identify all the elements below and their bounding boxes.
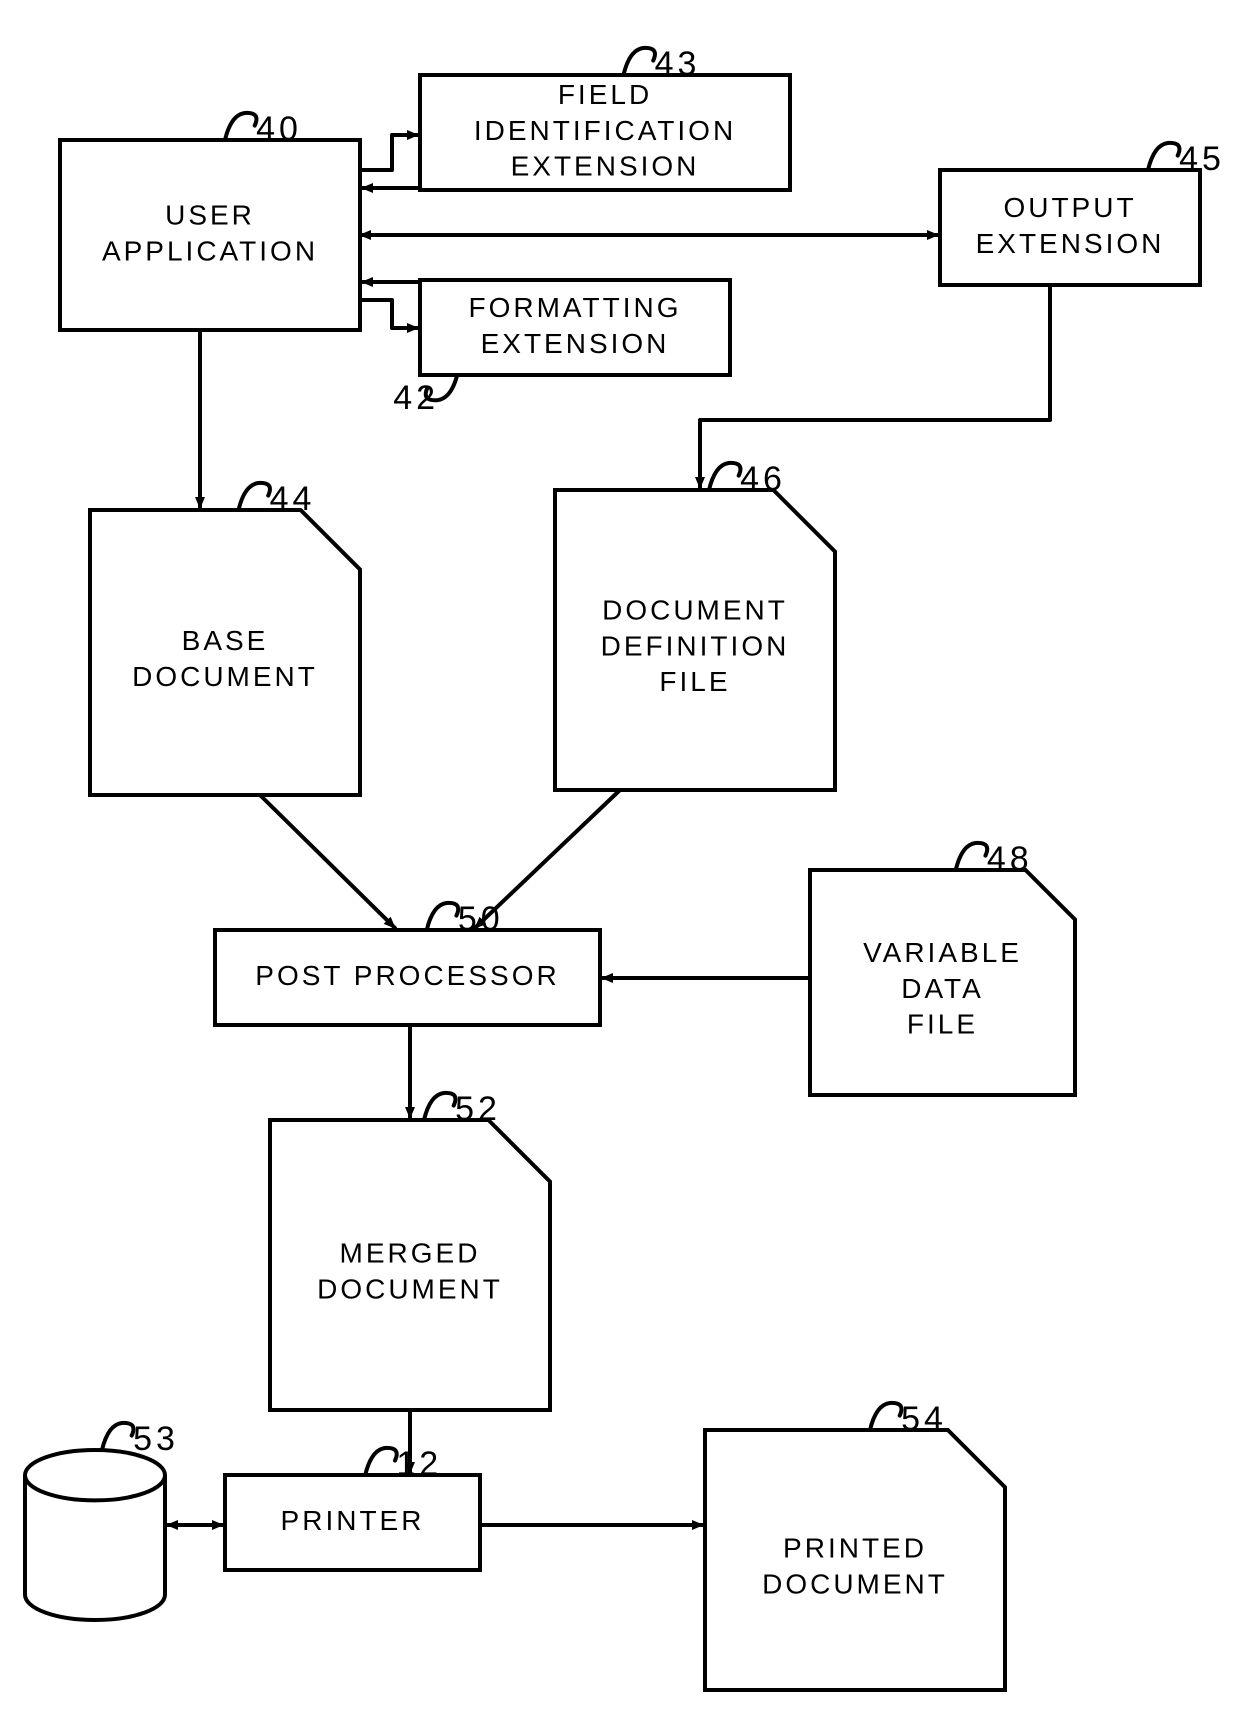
node-label: PRINTER (281, 1505, 425, 1536)
ref-number: 42 (393, 379, 439, 417)
node-label: DOCUMENT (132, 661, 318, 692)
node-label: IDENTIFICATION (474, 115, 736, 146)
node-base_doc: BASE DOCUMENT 44 (90, 480, 360, 795)
node-label: DOCUMENT (602, 595, 788, 626)
edge-ua-fmt-out (360, 300, 418, 328)
ref-hook (870, 1403, 901, 1430)
ref-hook (427, 903, 458, 930)
ref-hook (424, 1093, 455, 1120)
node-label: POST PROCESSOR (255, 960, 559, 991)
node-label: DEFINITION (601, 630, 790, 661)
ref-number: 44 (270, 480, 316, 518)
ref-number: 53 (133, 1420, 179, 1458)
ref-hook (624, 48, 655, 75)
ref-number: 54 (901, 1400, 947, 1438)
node-user_app: USER APPLICATION 40 (60, 110, 360, 330)
node-label: USER (165, 199, 255, 230)
node-label: FILE (907, 1009, 978, 1040)
edge-output-def (700, 285, 1050, 488)
node-field_ext: FIELD IDENTIFICATION EXTENSION 43 (420, 45, 790, 190)
node-label: DATA (901, 973, 984, 1004)
ref-number: 46 (740, 460, 786, 498)
node-format_ext: FORMATTING EXTENSION 42 (393, 280, 730, 417)
ref-number: 48 (987, 840, 1033, 878)
ref-hook (225, 113, 256, 140)
node-merged_doc: MERGED DOCUMENT 52 (270, 1090, 550, 1410)
node-label: PRINTED (783, 1532, 927, 1563)
ref-hook (239, 483, 270, 510)
ref-hook (365, 1448, 396, 1475)
node-label: EXTENSION (481, 328, 670, 359)
node-label: FORMATTING (468, 292, 681, 323)
node-label: VARIABLE (863, 937, 1022, 968)
ref-hook (102, 1423, 133, 1450)
edge-base-post (260, 795, 395, 928)
node-def_file: DOCUMENT DEFINITION FILE 46 (555, 460, 835, 790)
node-label: FIELD (558, 79, 652, 110)
node-label: EXTENSION (511, 151, 700, 182)
ref-number: 45 (1179, 140, 1225, 178)
ref-hook (709, 463, 740, 490)
ref-number: 52 (455, 1090, 501, 1128)
node-label: DOCUMENT (317, 1273, 503, 1304)
ref-hook (956, 843, 987, 870)
ref-number: 12 (396, 1445, 442, 1483)
node-post_proc: POST PROCESSOR 50 (215, 900, 600, 1025)
node-label: DOCUMENT (762, 1568, 948, 1599)
ref-hook (1148, 143, 1179, 170)
node-label: OUTPUT (1003, 192, 1136, 223)
edge-ua-field-out (360, 135, 418, 170)
ref-number: 50 (458, 900, 504, 938)
ref-number: 40 (256, 110, 302, 148)
node-label: EXTENSION (976, 228, 1165, 259)
node-printer: PRINTER 12 (225, 1445, 480, 1570)
ref-number: 43 (655, 45, 701, 83)
node-label: BASE (182, 625, 269, 656)
node-label: APPLICATION (102, 235, 318, 266)
node-printed_doc: PRINTED DOCUMENT 54 (705, 1400, 1005, 1690)
node-storage: 53 (25, 1420, 179, 1620)
node-label: FILE (659, 666, 730, 697)
node-output_ext: OUTPUT EXTENSION 45 (940, 140, 1225, 285)
node-label: MERGED (340, 1237, 481, 1268)
node-var_file: VARIABLE DATA FILE 48 (810, 840, 1075, 1095)
